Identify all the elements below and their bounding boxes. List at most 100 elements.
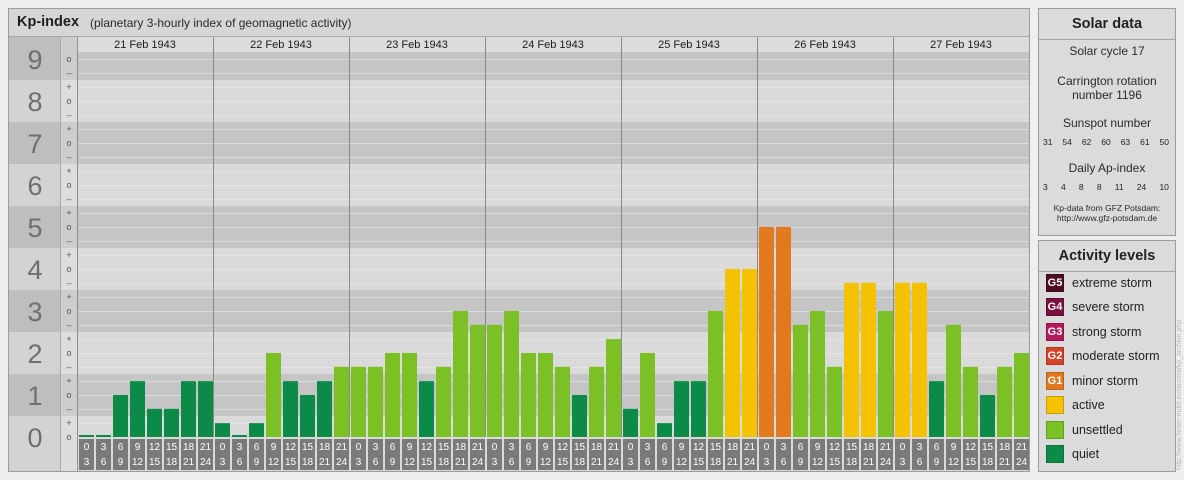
interval-end-label: 12 [676,457,688,468]
y-band-label-column [9,248,60,290]
interval-start-label: 6 [934,442,940,453]
chart-title: Kp-index [17,14,80,30]
interval-label-box [776,439,791,470]
kp-bar [385,353,400,437]
kp-bar [623,408,638,437]
legend-item-extreme-storm: G5 extreme storm [1046,274,1170,292]
interval-label-box [589,439,604,470]
interval-end-label: 24 [1016,457,1028,468]
kp-bar [436,366,451,437]
kp-bar [249,423,264,437]
interval-label-box [980,439,995,470]
interval-label-box [1014,439,1029,470]
interval-label-box [317,439,332,470]
y-minor-tick-label: – [66,278,71,288]
interval-label-box [351,439,366,470]
chart-title-bar: Kp-index (planetary 3-hourly index of ge… [9,9,1029,37]
interval-end-label: 12 [812,457,824,468]
y-minor-tick-label: + [66,292,71,302]
sunspot-number: 62 [1081,137,1092,147]
y-band-minor-column [60,206,77,248]
y-minor-tick-label: + [66,334,71,344]
kp-bar [147,408,162,437]
y-tick-label: 9 [27,45,42,75]
interval-label-box [725,439,740,470]
kp-bar [487,324,502,437]
interval-label-box [572,439,587,470]
interval-end-label: 12 [268,457,280,468]
interval-label-box [521,439,536,470]
interval-end-label: 9 [526,457,532,468]
interval-label-box [385,439,400,470]
day-label: 25 Feb 1943 [658,39,720,51]
interval-end-label: 9 [662,457,668,468]
interval-end-label: 6 [373,457,379,468]
interval-start-label: 9 [951,442,957,453]
kp-bar-chart: 9876543210o–+o–+o–+o–+o–+o–+o–+o–+o–+o21… [9,37,1029,471]
legend-swatch-unsettled [1046,421,1064,439]
y-band-label-column [9,416,60,471]
interval-start-label: 12 [557,442,569,453]
interval-label-box [164,439,179,470]
interval-start-label: 12 [285,442,297,453]
legend-swatch-g5: G5 [1046,274,1064,292]
day-label: 24 Feb 1943 [522,39,584,51]
interval-label-box [691,439,706,470]
interval-start-label: 15 [846,442,858,453]
interval-end-label: 6 [781,457,787,468]
interval-start-label: 18 [183,442,195,453]
interval-end-label: 21 [183,457,195,468]
interval-start-label: 18 [455,442,467,453]
y-tick-label: 1 [27,381,42,411]
interval-label-box [419,439,434,470]
interval-end-label: 21 [455,457,467,468]
interval-start-label: 6 [390,442,396,453]
interval-label-box [929,439,944,470]
interval-end-label: 21 [727,457,739,468]
interval-end-label: 15 [829,457,841,468]
kp-bar [912,282,927,437]
interval-start-label: 12 [829,442,841,453]
interval-start-label: 21 [472,442,484,453]
y-tick-label: 7 [27,129,42,159]
interval-end-label: 9 [390,457,396,468]
kp-bar [640,353,655,437]
solar-data-panel: Solar data Solar cycle 17 Carrington rot… [1038,8,1176,236]
interval-label-box [623,439,638,470]
interval-label-box [130,439,145,470]
interval-start-label: 12 [421,442,433,453]
interval-start-label: 0 [900,442,906,453]
kp-bar [521,353,536,437]
y-minor-tick-label: o [66,432,71,442]
interval-start-label: 6 [526,442,532,453]
interval-label-box [674,439,689,470]
y-minor-tick-label: – [66,68,71,78]
legend-swatch-active [1046,396,1064,414]
legend-item-active: active [1046,396,1170,414]
interval-start-label: 0 [356,442,362,453]
interval-end-label: 9 [254,457,260,468]
interval-label-box [147,439,162,470]
interval-start-label: 0 [628,442,634,453]
carrington-rotation-number: number 1196 [1072,88,1142,102]
kp-bar [776,227,791,437]
date-row-background [77,37,1029,52]
y-tick-label: 0 [27,423,42,453]
interval-end-label: 15 [965,457,977,468]
kp-bar [266,353,281,437]
sunspot-number: 60 [1101,137,1111,147]
chart-band [77,52,1029,80]
interval-end-label: 18 [846,457,858,468]
interval-end-label: 12 [948,457,960,468]
legend-swatch-quiet [1046,445,1064,463]
interval-label-box [657,439,672,470]
interval-start-label: 18 [863,442,875,453]
legend-swatch-g4: G4 [1046,298,1064,316]
y-minor-tick-label: + [66,208,71,218]
y-band-minor-column [60,248,77,290]
data-source-url: http://www.gfz-potsdam.de [1056,213,1158,223]
interval-label-box [113,439,128,470]
interval-label-box [538,439,553,470]
interval-end-label: 15 [421,457,433,468]
sunspot-number: 61 [1140,137,1150,147]
